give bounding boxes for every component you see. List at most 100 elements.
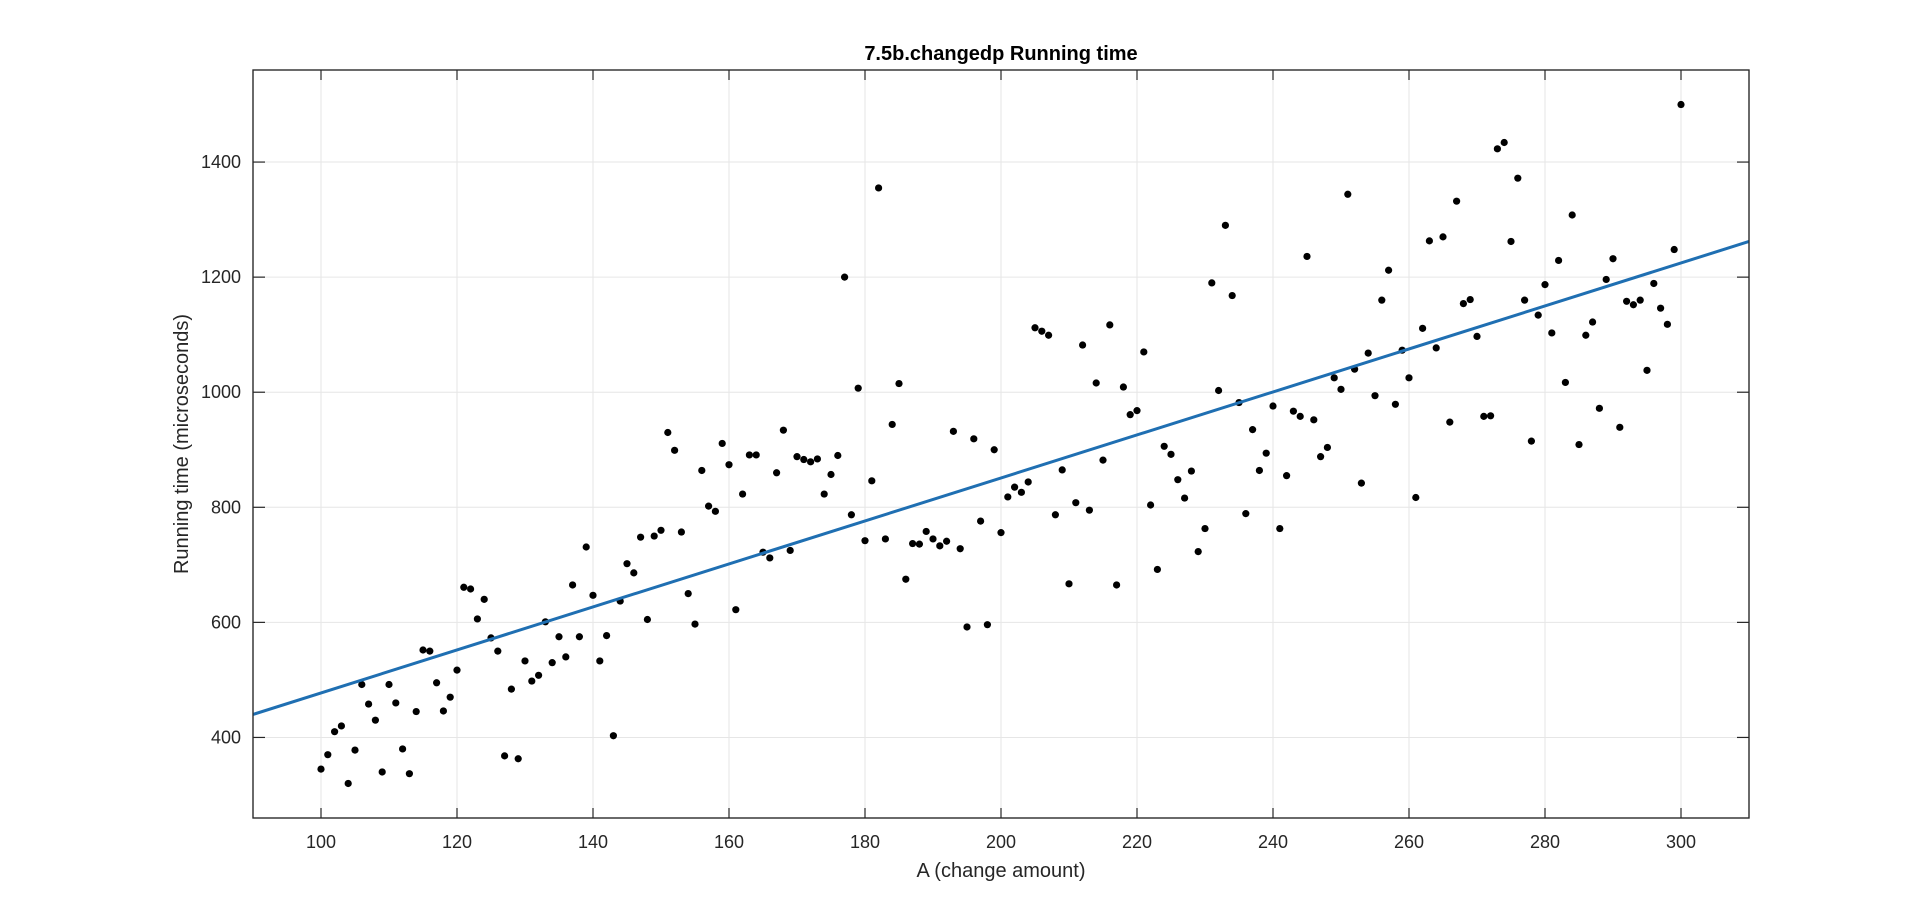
data-point bbox=[718, 439, 726, 448]
data-point bbox=[480, 595, 488, 603]
x-tick-labels: 100 120 140 160 180 200 220 240 260 280 300 bbox=[306, 832, 1696, 852]
data-point bbox=[1405, 374, 1413, 382]
data-point bbox=[1670, 245, 1678, 254]
data-point bbox=[929, 535, 937, 543]
data-point bbox=[412, 707, 420, 716]
data-point bbox=[1425, 237, 1433, 245]
data-point bbox=[949, 427, 958, 435]
data-point bbox=[643, 615, 652, 624]
data-point bbox=[922, 527, 930, 536]
data-point bbox=[793, 453, 801, 461]
y-tick-label: 800 bbox=[211, 497, 241, 517]
data-point bbox=[528, 677, 536, 685]
data-point bbox=[745, 451, 754, 459]
data-point bbox=[1017, 488, 1025, 496]
data-point bbox=[1317, 453, 1325, 461]
data-point bbox=[854, 384, 862, 392]
data-point bbox=[1099, 456, 1107, 464]
data-point bbox=[875, 184, 883, 192]
data-point bbox=[1051, 511, 1059, 519]
data-point bbox=[977, 517, 985, 525]
data-point bbox=[1201, 524, 1209, 533]
data-point bbox=[1602, 275, 1610, 284]
data-point bbox=[909, 539, 917, 548]
data-point bbox=[1514, 174, 1522, 182]
x-tick-label: 300 bbox=[1666, 832, 1696, 852]
data-point bbox=[575, 633, 584, 641]
data-point bbox=[1364, 349, 1372, 357]
y-axis-label: Running time (microseconds) bbox=[171, 314, 193, 574]
data-point bbox=[1092, 379, 1100, 387]
data-point bbox=[609, 732, 618, 740]
data-point bbox=[1595, 404, 1603, 412]
data-point bbox=[1133, 407, 1141, 415]
data-point bbox=[766, 554, 774, 562]
data-point bbox=[1677, 100, 1685, 109]
data-point bbox=[623, 560, 631, 568]
data-point bbox=[1072, 499, 1080, 507]
data-point bbox=[1269, 402, 1277, 410]
data-point bbox=[1589, 318, 1597, 326]
data-point bbox=[1079, 341, 1087, 349]
data-point bbox=[385, 680, 393, 689]
chart-title: 7.5b.changedp Running time bbox=[864, 43, 1137, 65]
data-point bbox=[446, 693, 454, 701]
data-point bbox=[1004, 493, 1012, 501]
data-point bbox=[460, 583, 468, 591]
x-tick-label: 120 bbox=[442, 832, 472, 852]
x-tick-label: 160 bbox=[714, 832, 744, 852]
data-point bbox=[365, 700, 373, 708]
data-point bbox=[569, 581, 577, 589]
data-point bbox=[698, 466, 706, 475]
data-point bbox=[1534, 311, 1542, 319]
data-point bbox=[1242, 510, 1250, 518]
data-point bbox=[1038, 327, 1046, 335]
data-point bbox=[970, 435, 978, 443]
data-point bbox=[317, 765, 325, 773]
data-point bbox=[779, 426, 788, 434]
data-point bbox=[684, 590, 692, 598]
data-point bbox=[773, 469, 781, 477]
y-tick-label: 1000 bbox=[201, 382, 241, 402]
data-point bbox=[1255, 466, 1263, 475]
data-point bbox=[1643, 366, 1651, 374]
data-point bbox=[1466, 295, 1474, 304]
data-point bbox=[433, 679, 441, 687]
data-point bbox=[1011, 483, 1019, 491]
data-point bbox=[555, 633, 563, 641]
data-point bbox=[1623, 297, 1631, 305]
data-point bbox=[1228, 291, 1236, 300]
data-point bbox=[1419, 324, 1427, 332]
data-point bbox=[358, 680, 366, 689]
data-point bbox=[1113, 581, 1121, 589]
data-point bbox=[1453, 197, 1461, 205]
x-tick-label: 100 bbox=[306, 832, 336, 852]
data-point bbox=[895, 379, 903, 388]
data-point bbox=[344, 779, 352, 788]
fit-line-layer bbox=[252, 240, 1750, 716]
data-point bbox=[562, 653, 570, 661]
data-point bbox=[677, 528, 686, 536]
data-point bbox=[1276, 524, 1284, 533]
data-point bbox=[1629, 301, 1637, 309]
data-point bbox=[439, 707, 447, 715]
data-point bbox=[1473, 332, 1481, 341]
data-point bbox=[725, 461, 733, 469]
data-point bbox=[1303, 252, 1311, 261]
data-point bbox=[337, 722, 345, 730]
data-point bbox=[494, 647, 502, 655]
data-point bbox=[861, 537, 869, 545]
data-point bbox=[405, 770, 413, 778]
data-point bbox=[1194, 547, 1202, 556]
data-point bbox=[902, 575, 910, 583]
data-point bbox=[1555, 256, 1563, 265]
x-tick-label: 200 bbox=[986, 832, 1016, 852]
data-point bbox=[936, 542, 944, 550]
data-point bbox=[1147, 501, 1155, 509]
data-point bbox=[1568, 211, 1576, 219]
data-point bbox=[392, 699, 400, 707]
data-point bbox=[1391, 400, 1399, 408]
data-point bbox=[1310, 416, 1318, 424]
data-point bbox=[786, 546, 794, 555]
x-axis-label: A (change amount) bbox=[917, 860, 1086, 882]
